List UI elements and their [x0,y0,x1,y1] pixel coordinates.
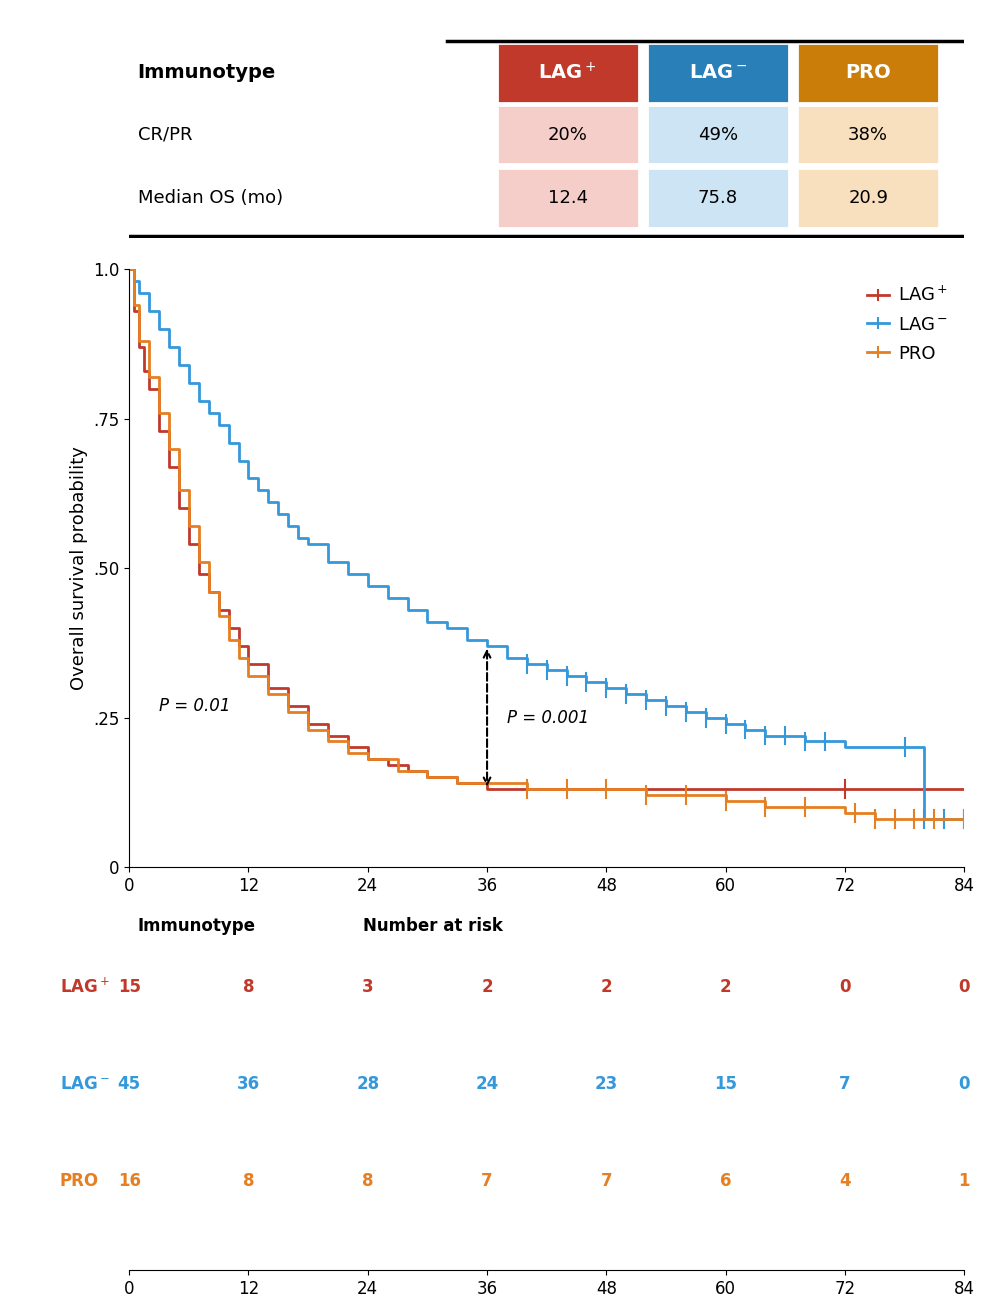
Text: 36: 36 [237,1076,260,1093]
Bar [797,43,939,102]
Text: 1: 1 [958,1172,970,1190]
Bar [797,105,939,165]
Text: 0: 0 [839,978,851,997]
Text: 8: 8 [362,1172,374,1190]
Text: 49%: 49% [698,126,738,144]
Bar [497,168,638,228]
Text: 15: 15 [117,978,141,997]
Text: 38%: 38% [848,126,889,144]
Text: Number at risk: Number at risk [363,916,503,934]
Text: 15: 15 [714,1076,738,1093]
Text: 7: 7 [839,1076,851,1093]
Text: 8: 8 [243,978,254,997]
Text: 8: 8 [243,1172,254,1190]
Bar [497,105,638,165]
Text: 2: 2 [720,978,732,997]
Text: 0: 0 [958,978,970,997]
Text: Immunotype: Immunotype [137,64,275,82]
Text: 12.4: 12.4 [548,189,587,207]
Text: 45: 45 [117,1076,141,1093]
Bar [647,105,789,165]
Text: 3: 3 [362,978,374,997]
Text: LAG$^-$: LAG$^-$ [689,64,747,82]
Text: P = 0.001: P = 0.001 [507,709,589,727]
Bar [647,168,789,228]
Text: 20%: 20% [548,126,587,144]
X-axis label: Time (months): Time (months) [473,901,620,919]
Text: 7: 7 [600,1172,612,1190]
Text: P = 0.01: P = 0.01 [159,697,231,714]
Text: 16: 16 [117,1172,141,1190]
Text: LAG$^+$: LAG$^+$ [60,977,109,997]
Text: 28: 28 [356,1076,380,1093]
Text: LAG$^+$: LAG$^+$ [539,62,596,83]
Legend: LAG$^+$, LAG$^-$, PRO: LAG$^+$, LAG$^-$, PRO [860,279,955,369]
Text: 24: 24 [475,1076,499,1093]
Text: 20.9: 20.9 [848,189,889,207]
Text: CR/PR: CR/PR [137,126,192,144]
Text: PRO: PRO [845,64,891,82]
Text: 4: 4 [839,1172,851,1190]
Text: 0: 0 [958,1076,970,1093]
Bar [797,168,939,228]
Text: LAG$^-$: LAG$^-$ [60,1076,109,1093]
Text: 23: 23 [594,1076,618,1093]
Bar [647,43,789,102]
Text: Median OS (mo): Median OS (mo) [137,189,282,207]
Text: 2: 2 [481,978,493,997]
Text: 7: 7 [481,1172,493,1190]
Text: 6: 6 [720,1172,732,1190]
Y-axis label: Overall survival probability: Overall survival probability [70,446,87,689]
Text: Immunotype: Immunotype [137,916,255,934]
Text: PRO: PRO [60,1172,98,1190]
Text: 75.8: 75.8 [698,189,738,207]
Bar [497,43,638,102]
Text: 2: 2 [600,978,612,997]
